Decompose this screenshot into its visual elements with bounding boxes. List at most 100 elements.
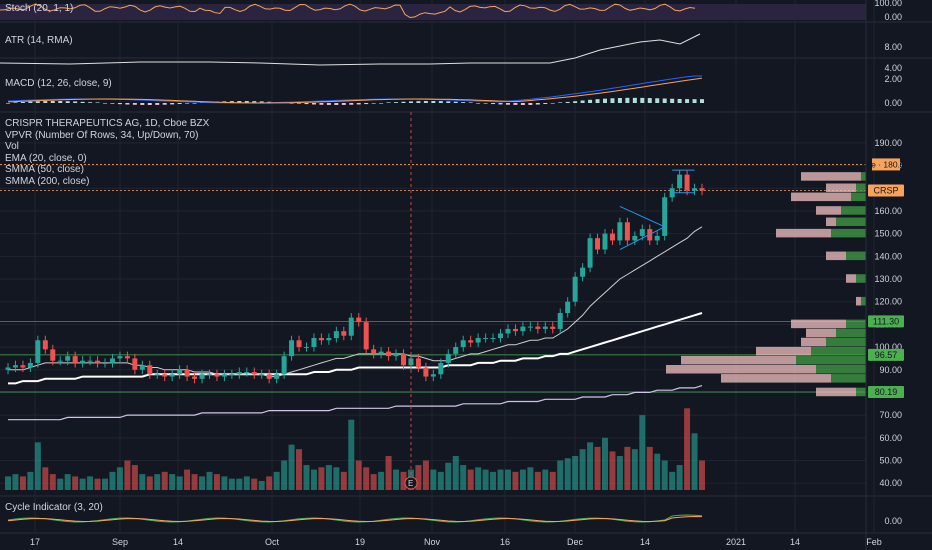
candle-body — [199, 374, 205, 379]
candle-body — [296, 340, 302, 348]
atr-label[interactable]: ATR (14, RMA) — [5, 35, 73, 46]
macd-histogram-bar — [13, 102, 18, 103]
volume-bar — [266, 476, 273, 490]
volume-bar — [572, 455, 579, 490]
candle-body — [572, 276, 578, 302]
volume-bar — [490, 471, 497, 490]
volume-bar — [631, 449, 638, 490]
macd-histogram-bar — [431, 101, 436, 103]
macd-histogram-bar — [677, 98, 682, 103]
volume-bar — [542, 469, 549, 490]
macd-pane — [6, 75, 704, 105]
atr-tick-label: 8.00 — [884, 42, 902, 52]
candle-body — [535, 326, 541, 329]
macd-histogram-bar — [453, 101, 458, 103]
candle-body — [371, 349, 377, 354]
volume-bar — [564, 458, 571, 490]
cycle-label[interactable]: Cycle Indicator (3, 20) — [5, 502, 103, 513]
candle-body — [259, 374, 265, 376]
macd-histogram-bar — [88, 102, 93, 103]
time-tick-label: Oct — [265, 537, 280, 547]
macd-histogram-bar — [423, 101, 428, 103]
volume-bar — [72, 476, 79, 490]
candle-body — [12, 365, 18, 368]
volume-bar — [333, 467, 340, 490]
volume-bar — [34, 442, 41, 490]
candle-body — [289, 340, 295, 357]
volume-bar — [594, 446, 601, 490]
candle-body — [617, 222, 623, 241]
indicator-vol[interactable]: Vol — [5, 141, 19, 152]
price-tick-label: 70.00 — [879, 410, 902, 420]
indicator-smma200[interactable]: SMMA (200, close) — [5, 175, 90, 187]
candle-body — [341, 331, 347, 336]
price-tick-label: 190.00 — [874, 138, 902, 148]
macd-histogram-bar — [670, 98, 675, 103]
macd-histogram-bar — [311, 103, 316, 105]
macd-histogram-bar — [326, 103, 331, 105]
macd-histogram-bar — [80, 101, 85, 103]
candle-body — [318, 337, 324, 341]
cycle-slow-line — [7, 515, 703, 523]
stoch-pane — [0, 3, 866, 20]
signal-line — [7, 77, 703, 104]
volume-bar — [445, 462, 452, 490]
triangle-pattern — [619, 205, 665, 250]
price-pane[interactable]: E — [0, 112, 866, 490]
macd-histogram-bar — [401, 101, 406, 103]
volume-bar — [146, 476, 153, 490]
volume-profile-up — [826, 337, 866, 347]
candle-body — [139, 365, 145, 370]
indicator-smma50[interactable]: SMMA (50, close) — [5, 164, 84, 175]
volume-profile-down — [816, 387, 856, 397]
earnings-marker-label: E — [408, 479, 413, 488]
candle-body — [117, 356, 123, 359]
volume-profile-up — [861, 296, 866, 306]
atr-pane — [0, 33, 701, 66]
volume-profile-up — [846, 251, 866, 261]
symbol-badge-text: CRSP — [873, 186, 898, 196]
macd-histogram-bar — [259, 101, 264, 103]
macd-histogram-bar — [528, 103, 533, 105]
volume-bar — [639, 415, 646, 490]
macd-histogram-bar — [50, 101, 55, 103]
stoch-label[interactable]: Stoch (20, 1, 1) — [5, 3, 74, 14]
candle-body — [565, 301, 571, 314]
time-tick-label: 14 — [173, 537, 183, 547]
candle-body — [221, 374, 227, 377]
candle-body — [132, 358, 138, 370]
macd-histogram-bar — [640, 97, 645, 103]
volume-bar — [109, 471, 116, 490]
symbol-title[interactable]: CRISPR THERAPEUTICS AG, 1D, Cboe BZX — [5, 118, 210, 129]
volume-profile-down — [846, 274, 856, 283]
volume-bar — [340, 471, 347, 490]
candle-body — [475, 337, 481, 343]
candle-body — [184, 369, 190, 377]
volume-bar — [393, 469, 400, 490]
level-badge-1-text: 111.30 — [873, 316, 899, 326]
volume-bar — [437, 471, 444, 490]
volume-bar — [601, 437, 608, 490]
indicator-vpvr[interactable]: VPVR (Number Of Rows, 34, Up/Down, 70) — [5, 129, 199, 141]
price-legend[interactable]: CRISPR THERAPEUTICS AG, 1D, Cboe BZX VPV… — [5, 118, 209, 187]
volume-profile-up — [856, 387, 866, 397]
volume-profile-down — [666, 364, 816, 374]
indicator-ema[interactable]: EMA (20, close, 0) — [5, 152, 87, 164]
macd-histogram-bar — [408, 101, 413, 103]
time-tick-label: 2021 — [726, 537, 746, 547]
macd-histogram-bar — [379, 103, 384, 104]
volume-bar — [654, 453, 661, 490]
grid-lines — [0, 0, 932, 532]
volume-bar — [310, 469, 317, 490]
candle-body — [20, 365, 26, 368]
volume-bar — [169, 474, 176, 490]
macd-histogram-bar — [558, 102, 563, 103]
volume-bar — [161, 471, 168, 490]
price-tick-label: 90.00 — [879, 365, 902, 375]
candle-body — [408, 358, 414, 366]
macd-label[interactable]: MACD (12, 26, close, 9) — [5, 78, 112, 89]
macd-histogram-bar — [6, 103, 10, 104]
macd-histogram-bar — [655, 98, 660, 103]
volume-bar — [676, 465, 683, 490]
